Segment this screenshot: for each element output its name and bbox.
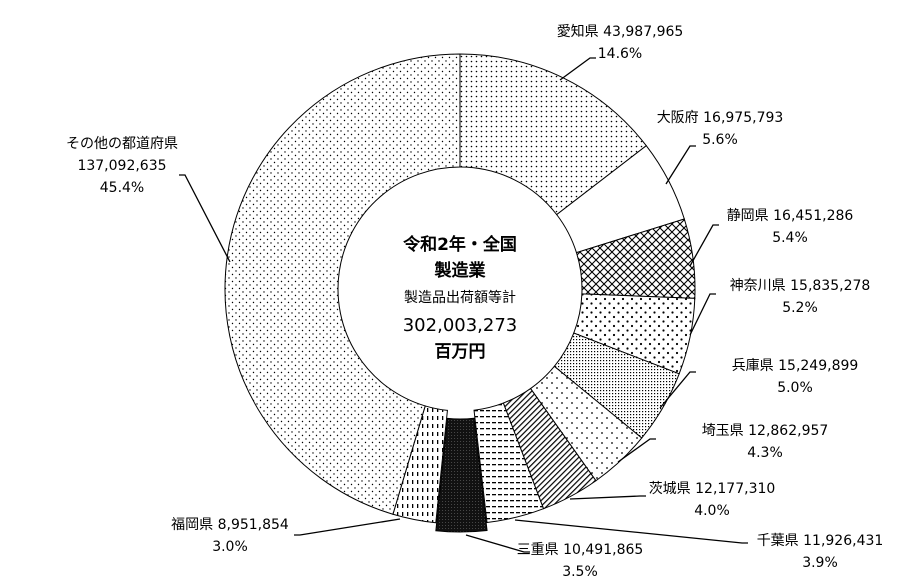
slice-9 bbox=[435, 417, 488, 533]
slice-8 bbox=[473, 402, 545, 523]
slice-label-percent: 5.0% bbox=[777, 380, 813, 396]
slice-label-name-value: その他の都道府県 bbox=[66, 136, 178, 152]
center-label: 令和2年・全国 製造業 製造品出荷額等計 302,003,273 百万円 bbox=[403, 234, 518, 362]
slice-label-percent: 45.4% bbox=[100, 180, 144, 196]
leader-line-9 bbox=[465, 534, 530, 553]
leader-line-11 bbox=[179, 174, 231, 263]
slice-label-percent: 3.9% bbox=[802, 555, 838, 571]
leader-lines-group bbox=[179, 57, 748, 553]
slice-label-percent: 5.4% bbox=[772, 230, 808, 246]
leader-line-7 bbox=[569, 495, 646, 500]
leader-line-4 bbox=[689, 293, 716, 336]
slice-label-name-value: 愛知県 43,987,965 bbox=[557, 23, 684, 40]
slice-label-name-value: 福岡県 8,951,854 bbox=[171, 517, 289, 533]
slice-label-name-value: 埼玉県 12,862,957 bbox=[702, 423, 829, 439]
leader-line-6 bbox=[617, 438, 656, 463]
leader-line-3 bbox=[689, 224, 719, 267]
slice-label-percent: 3.0% bbox=[212, 539, 248, 555]
slice-label-name-value: 静岡県 16,451,286 bbox=[727, 208, 854, 224]
slice-label-percent: 5.2% bbox=[782, 300, 818, 316]
slice-label-percent: 5.6% bbox=[702, 132, 738, 148]
slice-11 bbox=[224, 53, 461, 515]
slice-label-percent: 4.0% bbox=[694, 503, 730, 519]
slice-label-name-value: 神奈川県 15,835,278 bbox=[730, 278, 871, 294]
slice-label-percent: 3.5% bbox=[562, 564, 598, 580]
leader-line-10 bbox=[294, 518, 401, 536]
slice-label-name-value: 千葉県 11,926,431 bbox=[757, 533, 884, 549]
center-unit: 百万円 bbox=[435, 342, 486, 362]
leader-line-2 bbox=[665, 145, 696, 185]
leader-line-5 bbox=[659, 371, 696, 409]
slice-label-value: 137,092,635 bbox=[77, 158, 166, 174]
leader-line-1 bbox=[559, 57, 596, 81]
slice-label-name-value: 茨城県 12,177,310 bbox=[649, 481, 776, 497]
center-subtitle: 製造業 bbox=[434, 260, 486, 281]
leader-line-8 bbox=[514, 519, 748, 544]
center-total: 302,003,273 bbox=[403, 315, 518, 336]
slice-label-name-value: 兵庫県 15,249,899 bbox=[732, 357, 859, 374]
labels-group: 愛知県 43,987,965 14.6% 大阪府 16,975,793 5.6% 静岡県… bbox=[66, 23, 883, 580]
slice-label-percent: 14.6% bbox=[598, 46, 642, 62]
slices-group bbox=[224, 53, 696, 533]
slice-label-name-value: 三重県 10,491,865 bbox=[517, 542, 644, 558]
slice-label-percent: 4.3% bbox=[747, 445, 783, 461]
center-title: 令和2年・全国 bbox=[403, 234, 517, 255]
center-caption: 製造品出荷額等計 bbox=[404, 289, 516, 306]
slice-label-name-value: 大阪府 16,975,793 bbox=[657, 110, 784, 126]
